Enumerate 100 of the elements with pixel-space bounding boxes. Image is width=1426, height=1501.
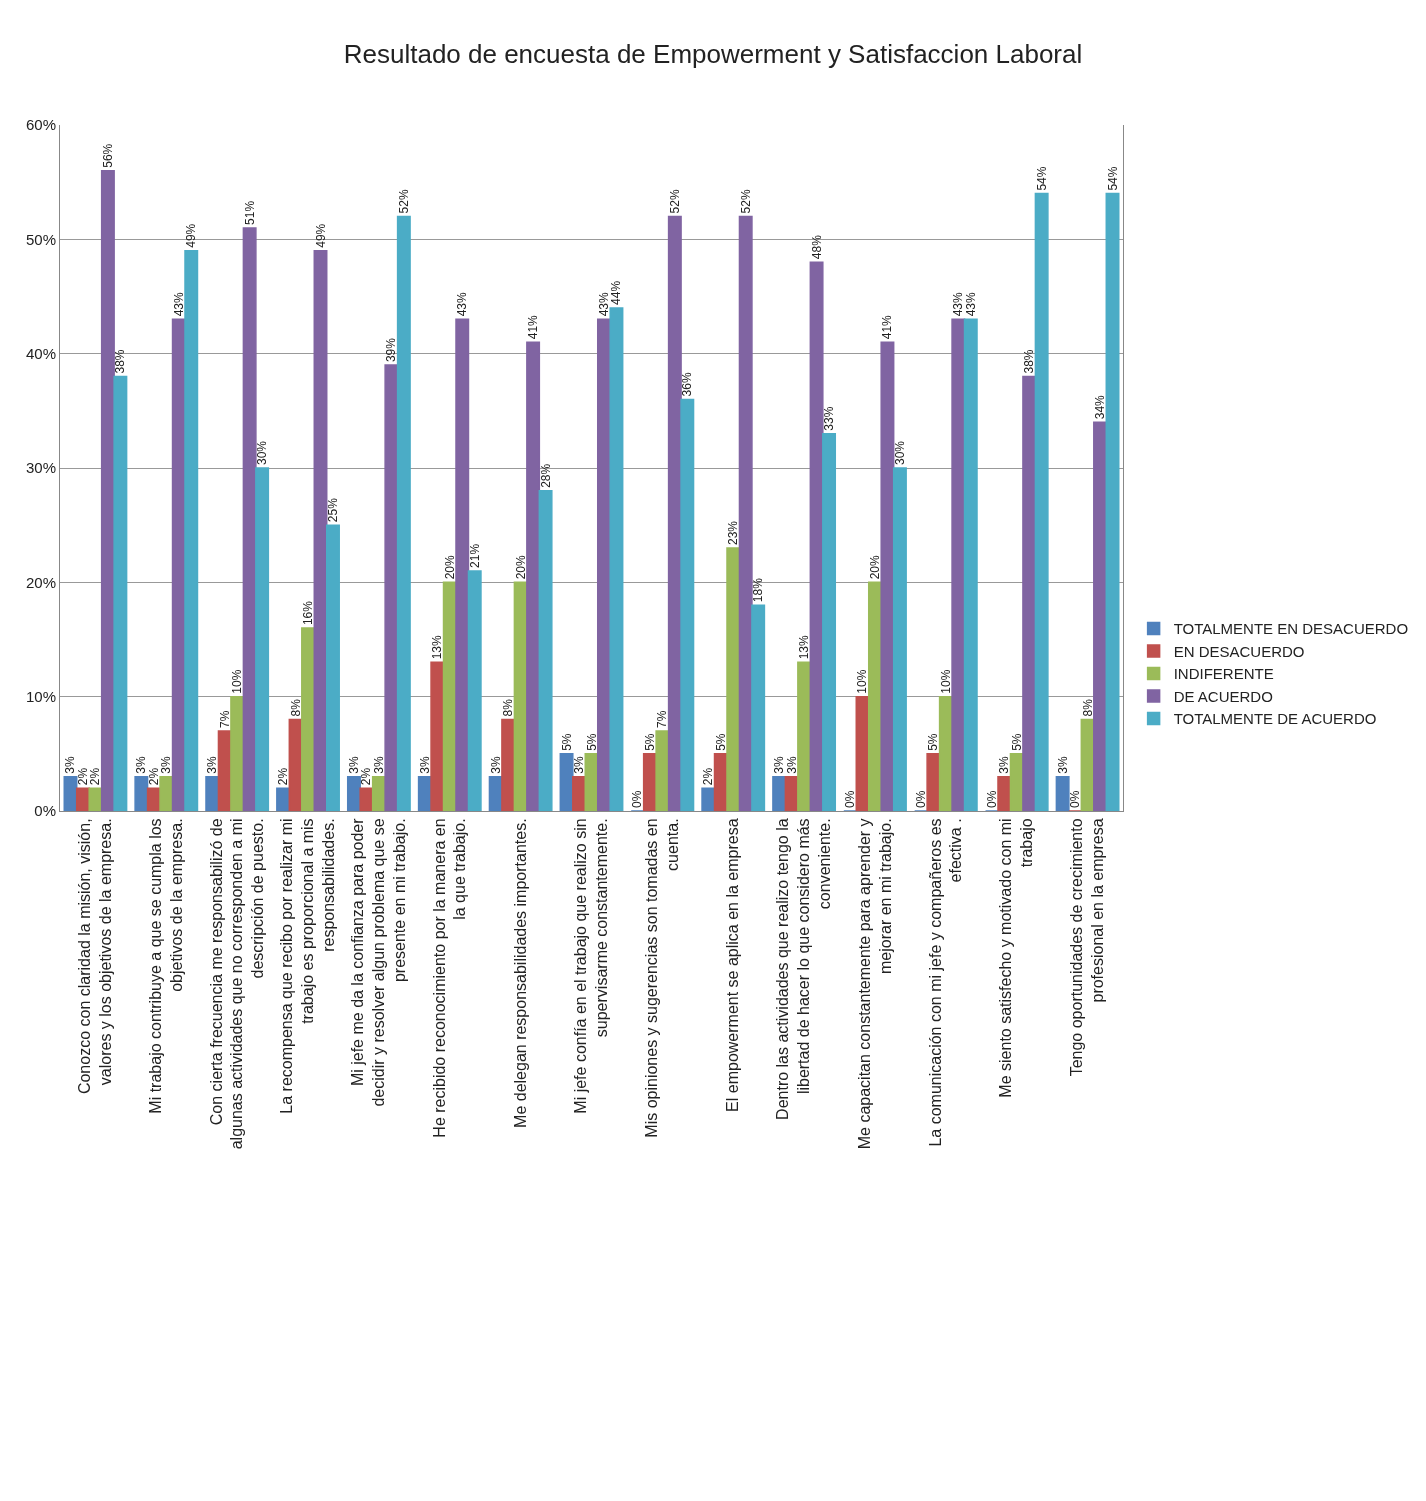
y-tick-label: 60%: [25, 116, 56, 134]
data-label: 38%: [113, 349, 128, 374]
data-label: 0%: [630, 790, 645, 808]
x-tick-label: Dentro las actividades que realizo tengo la libertad de hacer lo que considero más conveniente.: [774, 818, 834, 1120]
chart-title: Resultado de encuesta de Empowerment y Satisfaccion Laboral: [343, 39, 1083, 70]
data-label: 0%: [984, 790, 999, 808]
data-label: 3%: [346, 756, 361, 774]
data-label: 7%: [655, 710, 670, 728]
data-label: 2%: [276, 767, 291, 786]
data-label: 10%: [938, 669, 953, 694]
data-label: 0%: [843, 790, 858, 808]
data-label: 8%: [1080, 698, 1095, 717]
data-label: 7%: [217, 710, 232, 728]
data-label: 20%: [442, 554, 457, 580]
data-label: 43%: [455, 292, 470, 317]
x-tick-label: He recibido reconocimiento por la manera en la que trabajo.: [430, 818, 469, 1138]
x-tick-label: Mi jefe confía en el trabajo que realizo sin supervisarme constantemente.: [572, 818, 611, 1114]
data-label: 44%: [609, 280, 624, 305]
x-tick-label: Mis opiniones y sugerencias son tomadas en cuenta.: [643, 818, 681, 1138]
data-label: 3%: [371, 756, 386, 774]
data-label: 30%: [892, 440, 907, 465]
data-label: 10%: [230, 669, 245, 694]
data-label: 23%: [726, 520, 741, 546]
data-label: 3%: [63, 756, 78, 774]
data-label: 3%: [159, 756, 174, 774]
data-label: 2%: [701, 767, 716, 786]
data-label: 54%: [1034, 166, 1049, 191]
x-tick-label: Me capacitan constantemente para aprender y mejorar en mi trabajo.: [855, 818, 894, 1150]
data-label: 41%: [880, 314, 895, 340]
data-label: 2%: [75, 767, 90, 786]
data-label: 34%: [1093, 394, 1108, 420]
data-label: 43%: [963, 292, 978, 317]
data-label: 5%: [713, 733, 728, 751]
data-label: 3%: [205, 756, 220, 774]
data-label: 10%: [855, 669, 870, 694]
y-tick-label: 40%: [25, 344, 56, 362]
data-label: 0%: [1068, 790, 1083, 808]
data-label: 43%: [596, 292, 611, 317]
data-label: 5%: [642, 733, 657, 751]
x-tick-label: Me delegan responsabilidades importantes.: [511, 818, 529, 1128]
data-label: 54%: [1105, 166, 1120, 191]
legend-label: DE ACUERDO: [1173, 687, 1273, 705]
data-label: 21%: [467, 543, 482, 568]
data-label: 52%: [396, 189, 411, 214]
data-label: 52%: [738, 189, 753, 214]
data-label: 13%: [797, 635, 812, 660]
data-label: 3%: [772, 756, 787, 774]
y-tick-label: 20%: [25, 573, 56, 591]
data-label: 41%: [526, 314, 541, 340]
legend-label: TOTALMENTE DE ACUERDO: [1173, 710, 1377, 728]
data-label: 3%: [488, 756, 503, 774]
x-tick-label: La recompensa que recibo por realizar mi trabajo es proporcional a mis responsabilidades.: [278, 818, 338, 1114]
data-label: 3%: [784, 756, 799, 774]
y-tick-label: 0%: [34, 802, 56, 820]
data-label: 13%: [430, 635, 445, 660]
data-label: 3%: [1055, 756, 1070, 774]
x-tick-label: Mi jefe me da la confianza para poder decidir y resolver algun problema que se presente en mi trabajo.: [349, 817, 408, 1107]
legend-label: EN DESACUERDO: [1173, 642, 1305, 660]
y-tick-label: 50%: [25, 230, 56, 248]
data-label: 48%: [809, 234, 824, 260]
data-label: 2%: [146, 767, 161, 786]
data-label: 51%: [242, 200, 257, 225]
data-label: 43%: [171, 292, 186, 317]
data-label: 49%: [313, 223, 328, 248]
data-label: 25%: [325, 497, 340, 523]
data-label: 2%: [88, 767, 103, 786]
data-label: 30%: [255, 440, 270, 465]
data-label: 52%: [667, 189, 682, 214]
x-tick-label: Me siento satisfecho y motivado con mi trabajo: [997, 818, 1036, 1098]
data-label: 36%: [680, 372, 695, 397]
data-label: 3%: [572, 756, 587, 774]
data-label: 56%: [100, 143, 115, 168]
data-label: 5%: [584, 733, 599, 751]
data-label: 28%: [538, 463, 553, 488]
data-label: 3%: [997, 756, 1012, 774]
data-label: 20%: [867, 554, 882, 580]
data-label: 43%: [951, 292, 966, 317]
data-label: 33%: [822, 406, 837, 431]
y-tick-label: 30%: [25, 459, 56, 477]
x-tick-label: Conozco con claridad la misión, visión, valores y los objetivos de la empresa.: [76, 818, 115, 1095]
data-label: 16%: [301, 600, 316, 626]
data-label: 3%: [134, 756, 149, 774]
data-label: 49%: [184, 223, 199, 248]
data-label: 2%: [359, 767, 374, 786]
data-label: 8%: [501, 698, 516, 717]
data-label: 39%: [384, 337, 399, 363]
data-label: 5%: [1009, 733, 1024, 751]
data-label: 5%: [559, 733, 574, 751]
x-tick-label: El empowerment se aplica en la empresa: [724, 818, 742, 1112]
data-label: 20%: [513, 554, 528, 580]
legend-label: INDIFERENTE: [1173, 665, 1274, 683]
x-tick-label: Con cierta frecuencia me responsabilizó de algunas actividades que no corresponden a mi descripción de puesto.: [207, 818, 267, 1150]
data-label: 38%: [1022, 349, 1037, 374]
data-label: 8%: [288, 698, 303, 717]
x-tick-label: Mi trabajo contribuye a que se cumpla los objetivos de la empresa.: [147, 818, 185, 1114]
x-tick-label: La comunicación con mi jefe y compañeros es efectiva .: [926, 818, 965, 1147]
legend-label: TOTALMENTE EN DESACUERDO: [1173, 620, 1409, 638]
data-label: 0%: [913, 790, 928, 808]
data-label: 18%: [751, 577, 766, 603]
y-tick-label: 10%: [25, 687, 56, 705]
